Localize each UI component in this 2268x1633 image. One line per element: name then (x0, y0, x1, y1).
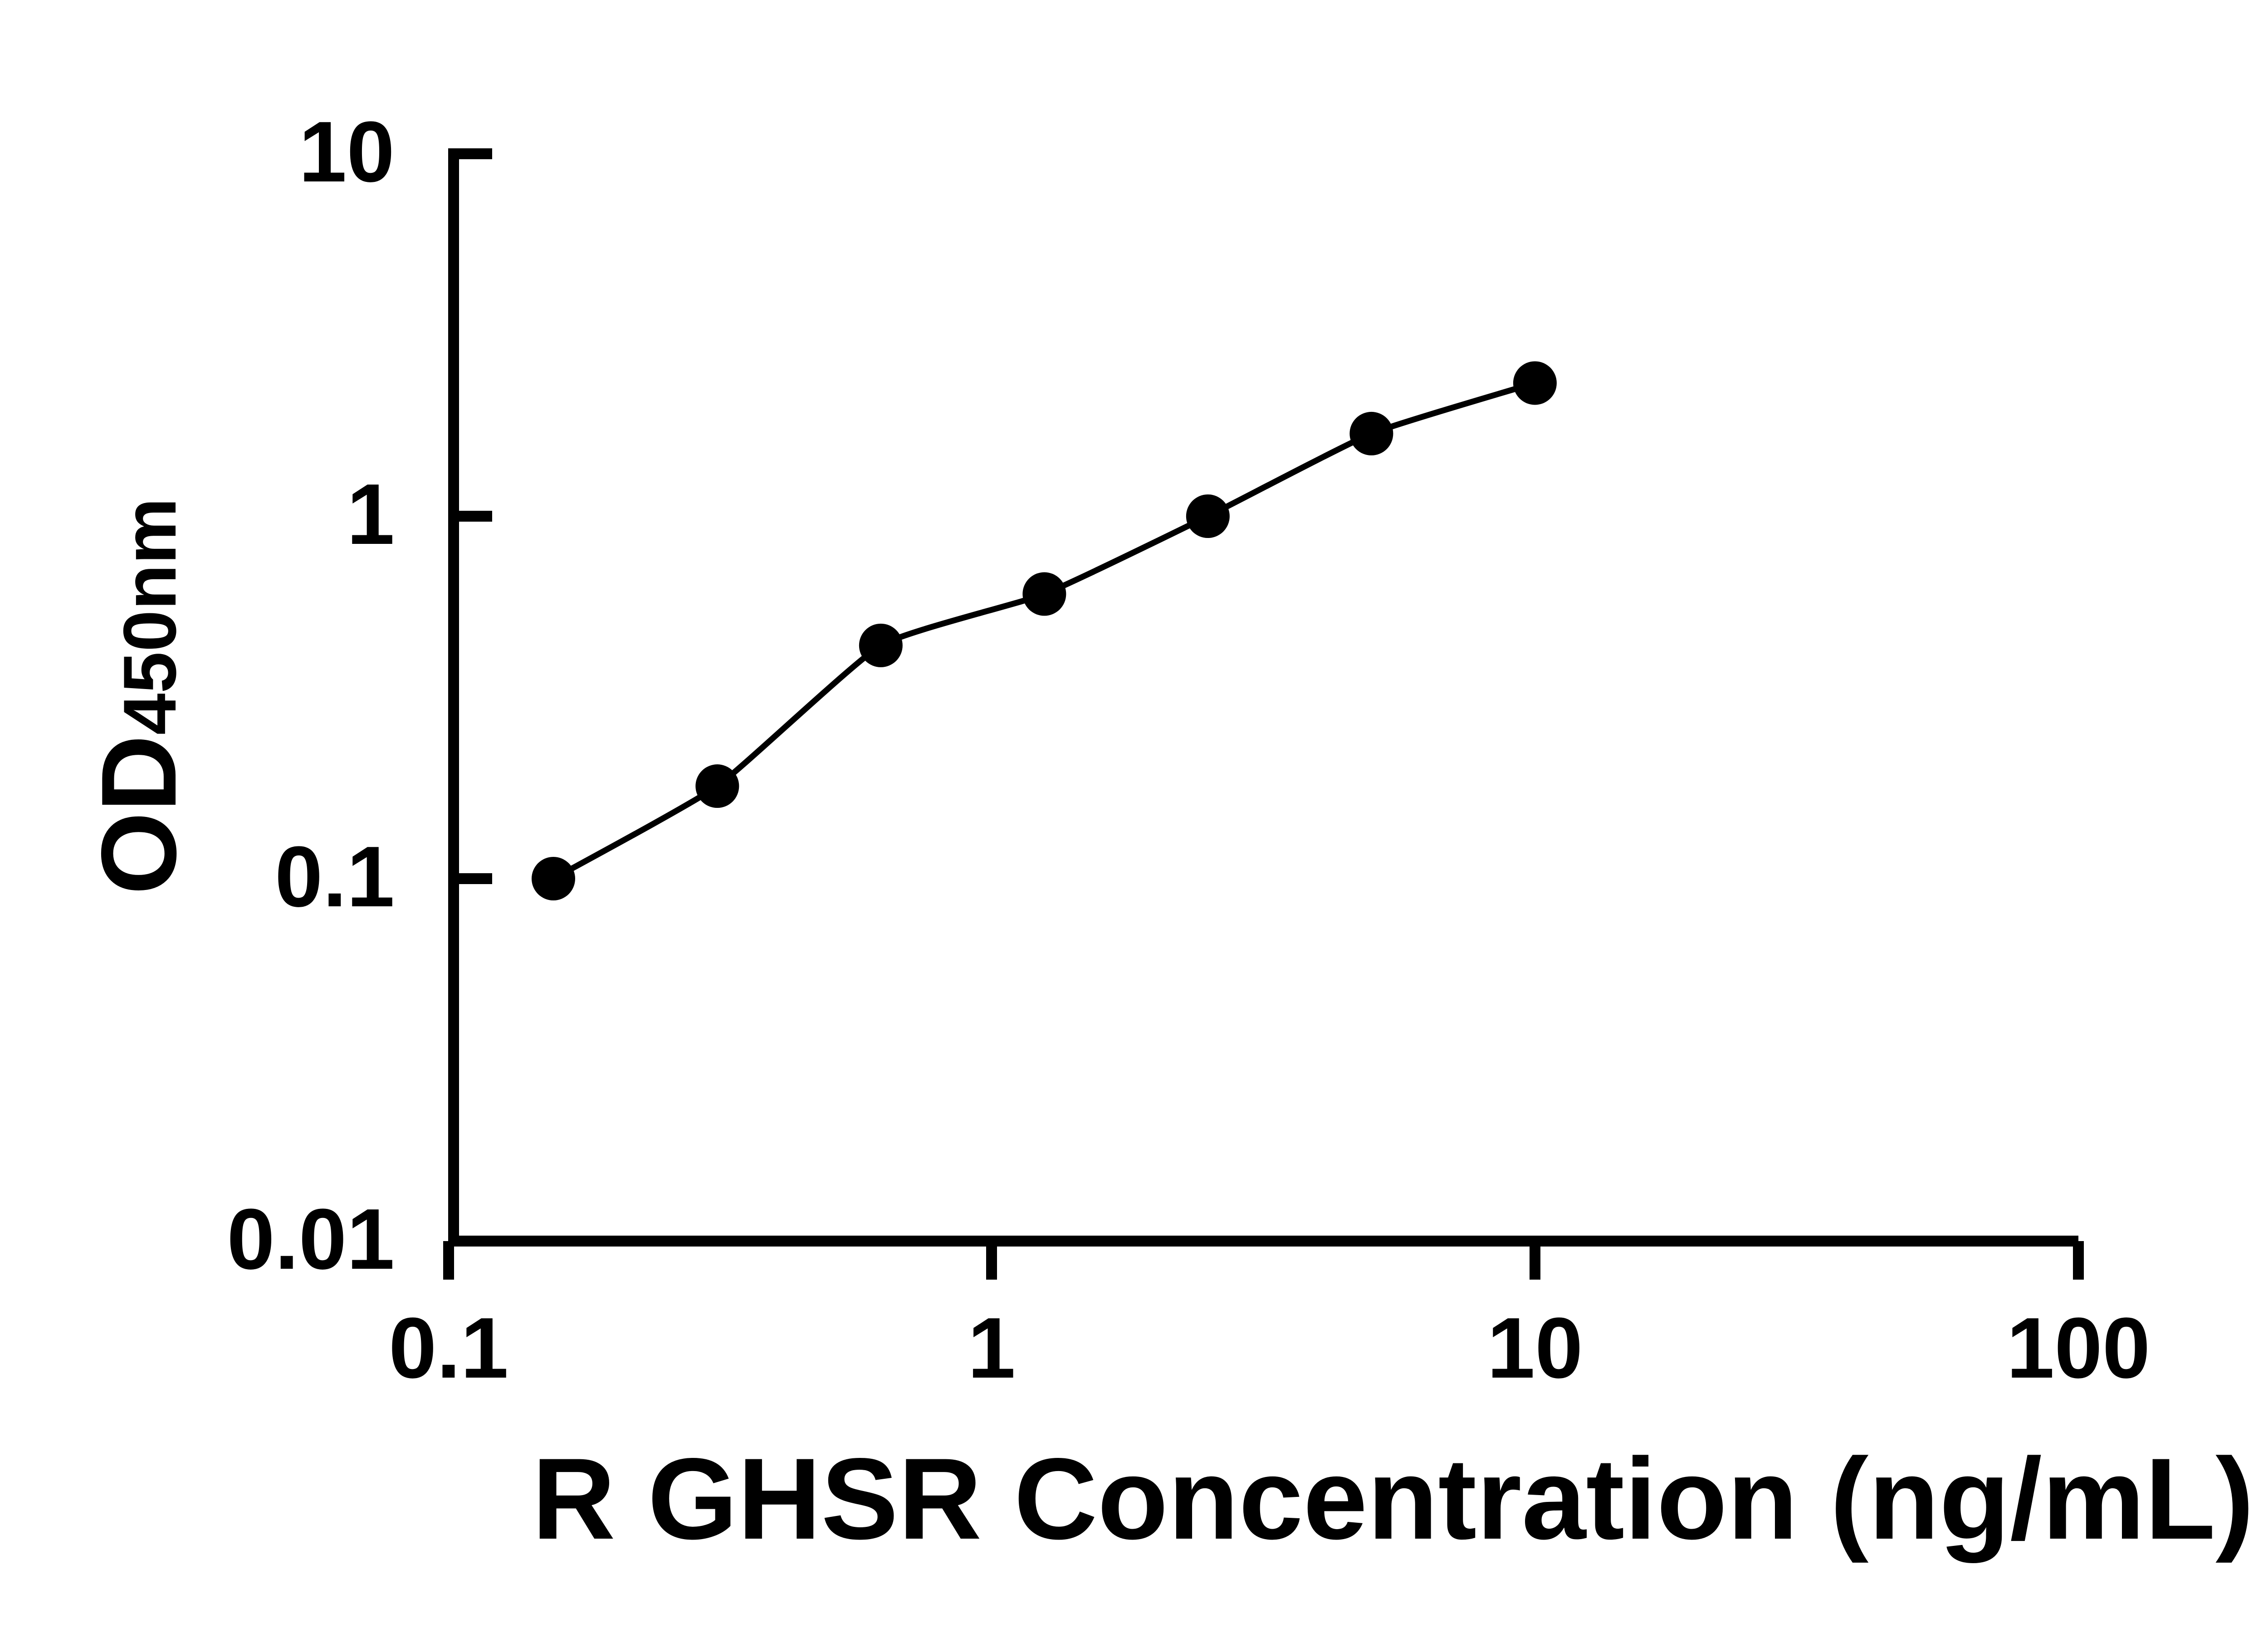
svg-text:0.01: 0.01 (227, 1191, 395, 1287)
svg-text:1: 1 (968, 1300, 1016, 1396)
svg-text:OD450nm: OD450nm (79, 498, 198, 895)
svg-text:100: 100 (2006, 1300, 2150, 1396)
svg-text:10: 10 (299, 104, 395, 200)
svg-text:0.1: 0.1 (275, 829, 395, 925)
svg-text:R GHSR Concentration (ng/mL): R GHSR Concentration (ng/mL) (532, 1434, 2254, 1564)
svg-text:10: 10 (1487, 1300, 1583, 1396)
svg-text:1: 1 (347, 466, 395, 562)
svg-text:0.1: 0.1 (389, 1300, 508, 1396)
